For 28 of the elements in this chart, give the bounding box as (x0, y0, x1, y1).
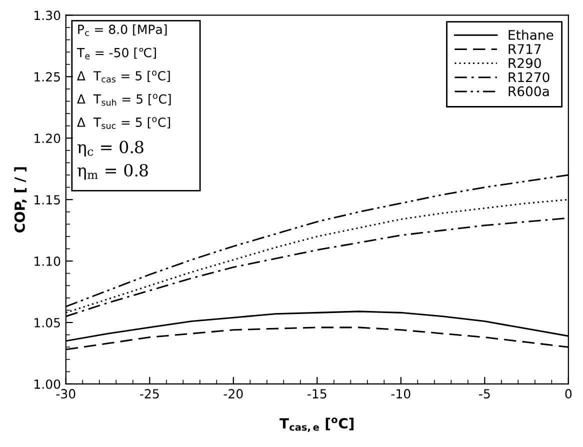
legend-label: R717 (508, 44, 541, 54)
x-tick-label: -30 (56, 389, 76, 399)
x-tick-label: -15 (308, 389, 326, 399)
legend-label: R290 (508, 58, 541, 68)
y-tick-label: 1.10 (34, 256, 60, 266)
annotation: Δ T$_{suh}$ = 5 [$^{o}$C] (77, 94, 171, 106)
legend-label: R1270 (508, 72, 550, 82)
x-tick-label: -20 (224, 389, 243, 399)
annotation: T$_{e}$ = -50 [℃] (76, 48, 156, 60)
annotation: P$_{c}$ = 8.0 [MPa] (78, 24, 167, 36)
x-tick-label: -10 (391, 389, 410, 399)
y-tick-label: 1.20 (34, 134, 60, 144)
legend-label: Ethane (508, 30, 554, 40)
y-axis-title: COP, [ / ] (14, 167, 27, 232)
annotation: η$_{m}$ = 0.8 (78, 164, 148, 180)
x-axis-title: T$_{cas,e}$ [$^{o}$C] (280, 418, 354, 432)
y-tick-label: 1.15 (34, 195, 60, 205)
y-tick-label: 1.30 (34, 10, 60, 20)
annotation: η$_{c}$ = 0.8 (78, 140, 144, 157)
x-tick-label: -5 (479, 389, 490, 399)
x-tick-label: -25 (140, 389, 159, 399)
y-tick-label: 1.00 (34, 379, 60, 389)
annotation: Δ T$_{cas}$ = 5 [$^{o}$C] (77, 70, 170, 82)
y-tick-label: 1.25 (34, 72, 60, 82)
legend-label: R600a (508, 86, 549, 96)
y-tick-label: 1.05 (34, 318, 60, 328)
annotation: Δ T$_{suc}$ = 5 [$^{o}$C] (77, 117, 170, 129)
x-tick-label: 0 (565, 389, 572, 399)
